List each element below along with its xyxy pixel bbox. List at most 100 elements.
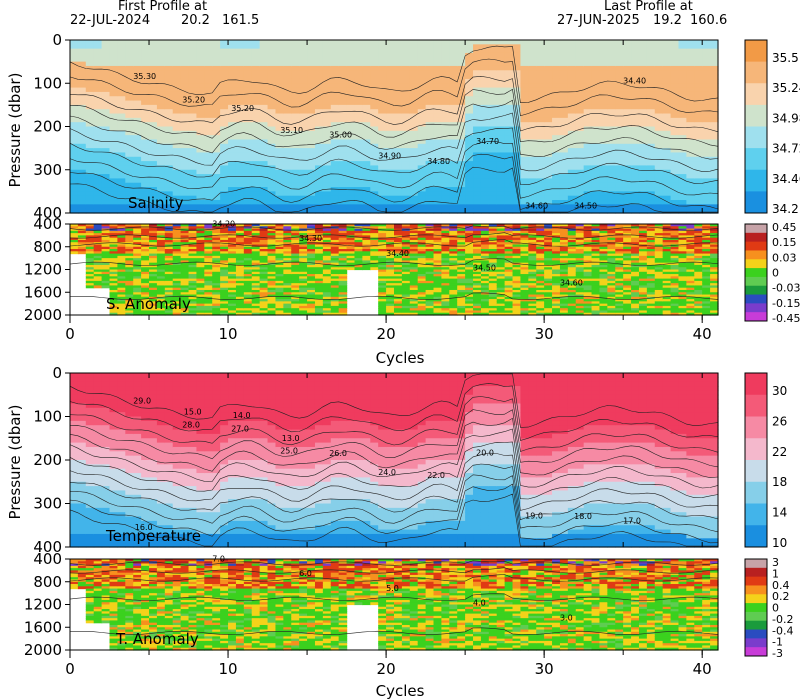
section-cell bbox=[70, 420, 79, 426]
section-cell bbox=[212, 113, 221, 119]
section-cell bbox=[228, 425, 237, 431]
section-cell bbox=[354, 468, 363, 474]
section-cell bbox=[678, 44, 687, 50]
section-cell bbox=[307, 394, 316, 400]
section-cell bbox=[188, 373, 198, 378]
section-cell bbox=[172, 407, 182, 413]
section-cell bbox=[204, 403, 213, 409]
section-cell bbox=[401, 109, 411, 115]
section-cell bbox=[314, 57, 324, 63]
section-cell bbox=[149, 52, 158, 58]
section-cell bbox=[552, 148, 561, 154]
section-cell bbox=[125, 494, 134, 500]
section-cell bbox=[314, 113, 324, 119]
section-cell bbox=[196, 143, 205, 149]
section-cell bbox=[638, 195, 648, 201]
section-cell bbox=[567, 174, 577, 179]
section-cell bbox=[164, 464, 174, 470]
section-cell bbox=[307, 135, 316, 141]
section-cell bbox=[346, 394, 356, 400]
section-cell bbox=[141, 109, 150, 115]
section-cell bbox=[449, 156, 458, 162]
section-cell bbox=[101, 494, 111, 500]
section-cell bbox=[330, 161, 340, 167]
section-cell bbox=[528, 165, 537, 171]
section-cell bbox=[591, 100, 601, 106]
section-cell bbox=[141, 126, 150, 132]
section-cell bbox=[386, 481, 395, 487]
section-cell bbox=[125, 468, 134, 474]
section-cell bbox=[133, 169, 142, 175]
section-cell bbox=[362, 87, 371, 93]
section-cell bbox=[275, 104, 284, 110]
section-cell bbox=[488, 204, 498, 210]
section-cell bbox=[307, 403, 316, 409]
section-cell bbox=[196, 425, 205, 431]
section-cell bbox=[338, 126, 348, 132]
section-cell bbox=[575, 109, 585, 115]
section-cell bbox=[512, 195, 522, 201]
section-cell bbox=[386, 148, 395, 154]
section-cell bbox=[678, 208, 687, 214]
section-cell bbox=[101, 152, 111, 158]
section-cell bbox=[307, 438, 316, 444]
section-cell bbox=[307, 178, 316, 184]
section-cell bbox=[101, 503, 111, 509]
section-cell bbox=[267, 52, 277, 58]
section-cell bbox=[370, 468, 379, 474]
section-cell bbox=[607, 135, 616, 141]
section-cell bbox=[85, 191, 95, 197]
section-cell bbox=[141, 148, 150, 154]
section-cell bbox=[291, 377, 300, 383]
section-cell bbox=[275, 83, 284, 89]
section-cell bbox=[378, 464, 387, 470]
section-cell bbox=[235, 61, 245, 67]
section-cell bbox=[417, 174, 427, 179]
section-cell bbox=[204, 204, 213, 210]
section-cell bbox=[149, 381, 158, 387]
section-cell bbox=[338, 407, 348, 413]
section-cell bbox=[228, 87, 237, 93]
section-cell bbox=[204, 191, 213, 197]
section-cell bbox=[457, 40, 466, 45]
section-cell bbox=[141, 57, 150, 63]
section-cell bbox=[307, 139, 316, 145]
section-cell bbox=[275, 135, 284, 141]
section-cell bbox=[394, 135, 403, 141]
section-cell bbox=[85, 386, 95, 391]
section-cell bbox=[473, 195, 482, 201]
section-cell bbox=[583, 44, 593, 50]
section-cell bbox=[702, 178, 711, 184]
section-cell bbox=[141, 377, 150, 383]
section-cell bbox=[322, 48, 332, 54]
section-cell bbox=[180, 122, 190, 128]
section-cell bbox=[109, 52, 119, 58]
section-cell bbox=[70, 187, 79, 192]
section-cell bbox=[646, 187, 656, 192]
section-cell bbox=[267, 529, 277, 535]
section-cell bbox=[386, 122, 395, 128]
section-cell bbox=[346, 381, 356, 387]
section-cell bbox=[133, 381, 142, 387]
section-cell bbox=[133, 61, 142, 67]
section-cell bbox=[299, 122, 308, 128]
section-cell bbox=[370, 135, 379, 141]
section-cell bbox=[512, 52, 522, 58]
section-cell bbox=[504, 156, 514, 162]
section-cell bbox=[307, 460, 316, 465]
section-cell bbox=[322, 407, 332, 413]
section-cell bbox=[228, 152, 237, 158]
section-cell bbox=[228, 468, 237, 474]
section-cell bbox=[188, 433, 198, 439]
section-cell bbox=[386, 48, 395, 54]
section-cell bbox=[322, 520, 332, 526]
section-cell bbox=[188, 538, 198, 544]
section-cell bbox=[638, 65, 648, 71]
section-cell bbox=[710, 100, 719, 106]
section-cell bbox=[93, 70, 103, 76]
section-cell bbox=[149, 438, 158, 444]
section-cell bbox=[386, 174, 395, 179]
section-cell bbox=[654, 83, 664, 89]
section-cell bbox=[307, 468, 316, 474]
section-cell bbox=[449, 182, 458, 188]
